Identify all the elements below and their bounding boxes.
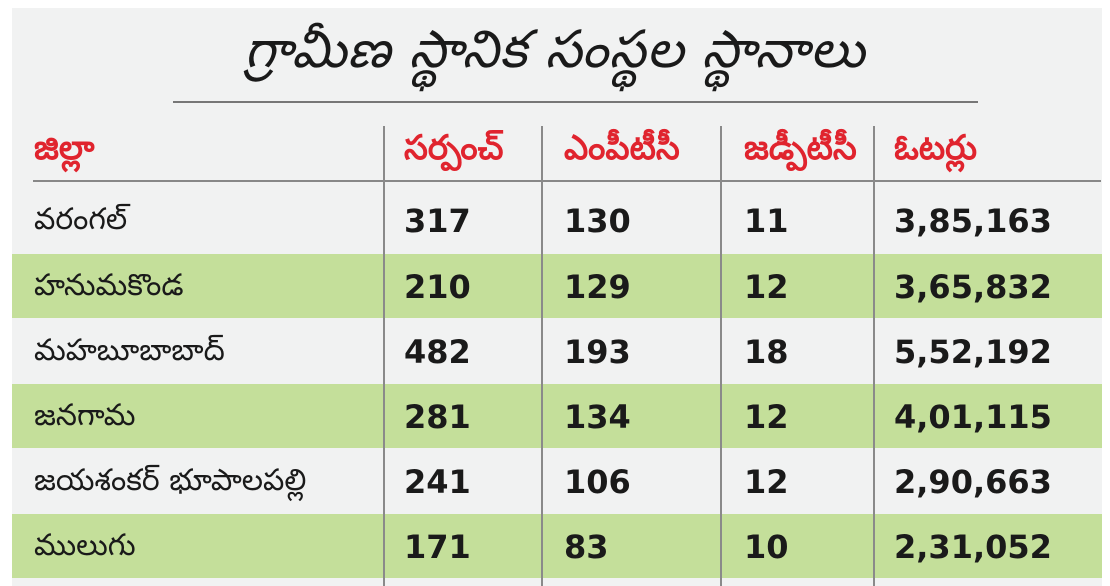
mptc-cell: 134 xyxy=(564,398,631,436)
table-row: హనుమకొండ 210 129 12 3,65,832 xyxy=(12,254,1102,318)
column-divider xyxy=(873,126,875,586)
table-row: జయశంకర్ భూపాలపల్లి 241 106 12 2,90,663 xyxy=(12,449,1102,513)
title-divider xyxy=(173,101,978,103)
column-divider xyxy=(383,126,385,586)
table-title: గ్రామీణ స్థానిక సంస్థల స్థానాలు xyxy=(244,20,866,80)
mptc-cell: 106 xyxy=(564,463,631,501)
mptc-cell: 130 xyxy=(564,202,631,240)
table-row: జనగామ 281 134 12 4,01,115 xyxy=(12,384,1102,448)
mptc-cell: 193 xyxy=(564,333,631,371)
table-row: మహబూబాబాద్ 482 193 18 5,52,192 xyxy=(12,319,1102,383)
district-cell: జనగామ xyxy=(34,398,136,433)
mptc-cell: 129 xyxy=(564,268,631,306)
voters-cell: 2,90,663 xyxy=(894,463,1052,501)
column-header-voters: ఓటర్లు xyxy=(894,128,978,168)
district-cell: హనుమకొండ xyxy=(34,268,184,303)
district-cell: ములుగు xyxy=(34,528,136,563)
column-header-mptc: ఎంపీటీసీ xyxy=(564,128,680,168)
column-divider xyxy=(541,126,543,586)
sarpanch-cell: 210 xyxy=(404,268,471,306)
district-cell: మహబూబాబాద్ xyxy=(34,333,225,368)
table-row: ములుగు 171 83 10 2,31,052 xyxy=(12,514,1102,578)
sarpanch-cell: 281 xyxy=(404,398,471,436)
table-header: జిల్లా సర్పంచ్ ఎంపీటీసీ జడ్పీటీసీ ఓటర్లు xyxy=(12,118,1102,180)
column-header-district: జిల్లా xyxy=(34,128,95,168)
voters-cell: 3,85,163 xyxy=(894,202,1052,240)
sarpanch-cell: 317 xyxy=(404,202,471,240)
voters-cell: 3,65,832 xyxy=(894,268,1052,306)
column-divider xyxy=(720,126,722,586)
voters-cell: 4,01,115 xyxy=(894,398,1052,436)
zptc-cell: 12 xyxy=(744,268,789,306)
voters-cell: 2,31,052 xyxy=(894,528,1052,566)
sarpanch-cell: 171 xyxy=(404,528,471,566)
header-divider xyxy=(33,180,1101,182)
table-row: వరంగల్ 317 130 11 3,85,163 xyxy=(12,188,1102,252)
zptc-cell: 11 xyxy=(744,202,789,240)
zptc-cell: 12 xyxy=(744,463,789,501)
district-cell: జయశంకర్ భూపాలపల్లి xyxy=(34,463,307,498)
mptc-cell: 83 xyxy=(564,528,609,566)
column-header-zptc: జడ్పీటీసీ xyxy=(744,128,857,168)
sarpanch-cell: 241 xyxy=(404,463,471,501)
zptc-cell: 10 xyxy=(744,528,789,566)
district-cell: వరంగల్ xyxy=(34,202,128,237)
sarpanch-cell: 482 xyxy=(404,333,471,371)
voters-cell: 5,52,192 xyxy=(894,333,1052,371)
zptc-cell: 18 xyxy=(744,333,789,371)
zptc-cell: 12 xyxy=(744,398,789,436)
column-header-sarpanch: సర్పంచ్ xyxy=(404,128,504,168)
